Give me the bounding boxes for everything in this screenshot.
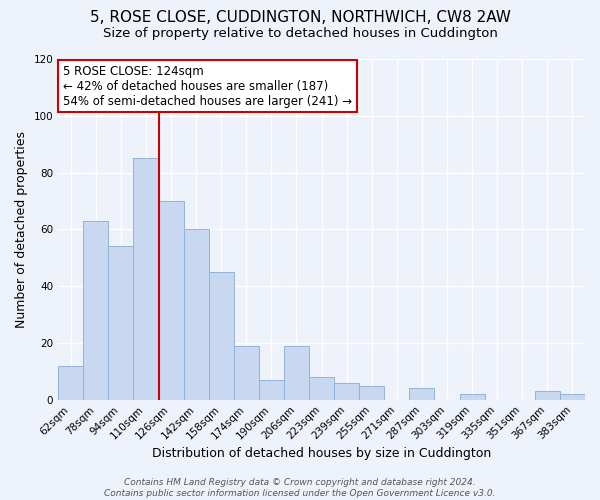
- Bar: [209, 272, 234, 400]
- Bar: [109, 246, 133, 400]
- Y-axis label: Number of detached properties: Number of detached properties: [15, 131, 28, 328]
- Bar: [58, 366, 83, 400]
- Bar: [359, 386, 385, 400]
- Bar: [259, 380, 284, 400]
- Text: Contains HM Land Registry data © Crown copyright and database right 2024.
Contai: Contains HM Land Registry data © Crown c…: [104, 478, 496, 498]
- Bar: [133, 158, 158, 400]
- Bar: [184, 230, 209, 400]
- X-axis label: Distribution of detached houses by size in Cuddington: Distribution of detached houses by size …: [152, 447, 491, 460]
- Bar: [560, 394, 585, 400]
- Text: Size of property relative to detached houses in Cuddington: Size of property relative to detached ho…: [103, 28, 497, 40]
- Text: 5 ROSE CLOSE: 124sqm
← 42% of detached houses are smaller (187)
54% of semi-deta: 5 ROSE CLOSE: 124sqm ← 42% of detached h…: [63, 64, 352, 108]
- Bar: [460, 394, 485, 400]
- Bar: [83, 221, 109, 400]
- Bar: [309, 377, 334, 400]
- Bar: [409, 388, 434, 400]
- Bar: [334, 382, 359, 400]
- Bar: [234, 346, 259, 400]
- Text: 5, ROSE CLOSE, CUDDINGTON, NORTHWICH, CW8 2AW: 5, ROSE CLOSE, CUDDINGTON, NORTHWICH, CW…: [89, 10, 511, 25]
- Bar: [535, 391, 560, 400]
- Bar: [158, 201, 184, 400]
- Bar: [284, 346, 309, 400]
